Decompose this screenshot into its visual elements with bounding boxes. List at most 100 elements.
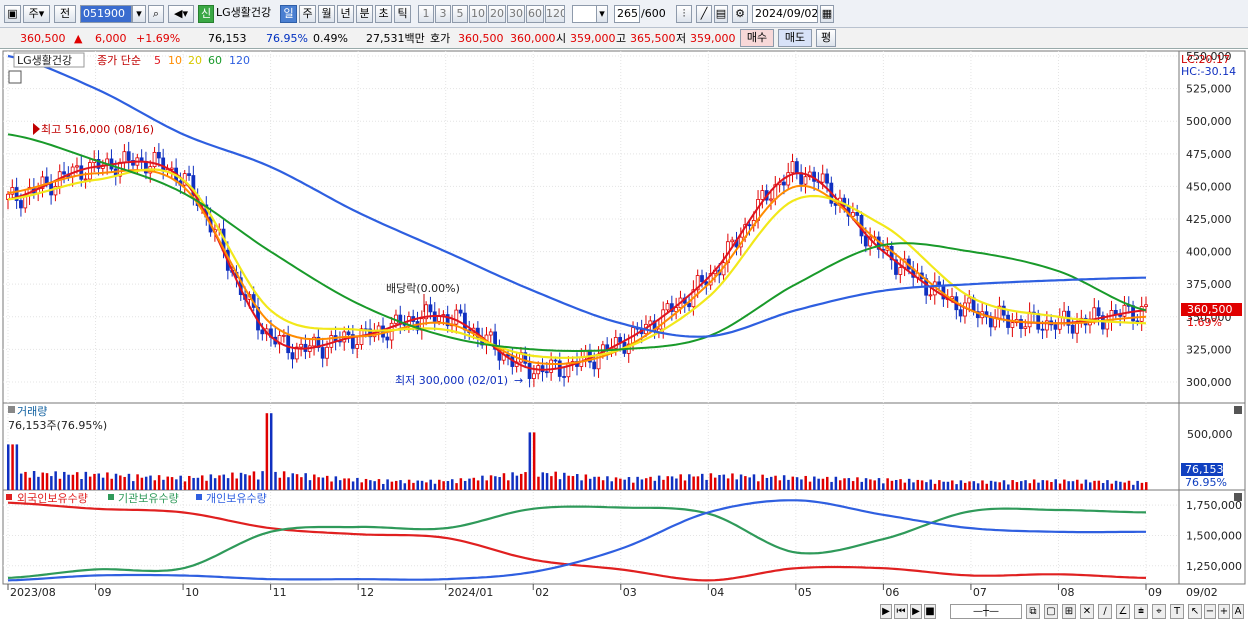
code-dropdown-icon[interactable]: ▾ — [132, 5, 146, 23]
sell-button[interactable]: 매도 — [778, 29, 812, 47]
volume-bar — [632, 482, 635, 490]
volume-bar — [313, 474, 316, 490]
interval-button[interactable]: 10 — [469, 5, 487, 23]
grid-icon[interactable]: ⊞ — [1062, 604, 1076, 619]
interval-button[interactable]: 30 — [507, 5, 525, 23]
line-icon[interactable]: ∕ — [1098, 604, 1112, 619]
new-badge: 신 — [198, 5, 214, 23]
period-button[interactable]: 초 — [375, 5, 392, 23]
volume-bar — [1045, 480, 1049, 490]
buy-button[interactable]: 매수 — [740, 29, 774, 47]
period-button[interactable]: 일 — [280, 5, 297, 23]
stock-code-input[interactable]: 051900 — [80, 5, 132, 23]
volume-bar — [834, 476, 838, 490]
volume-tag — [1181, 463, 1223, 476]
candle-body — [156, 151, 161, 159]
settings-icon[interactable]: ⚙ — [732, 5, 748, 23]
volume-bar — [938, 480, 941, 490]
volume-bar — [726, 478, 730, 490]
table-icon[interactable] — [8, 70, 22, 84]
volume-close-icon[interactable] — [1234, 406, 1242, 414]
interval-dropdown-icon[interactable]: ▾ — [596, 5, 608, 23]
period-button[interactable]: 분 — [356, 5, 373, 23]
line-tool-icon[interactable]: ╱ — [696, 5, 712, 23]
copy-icon[interactable]: ⧉ — [1026, 604, 1040, 619]
x-tick-label: 2024/01 — [448, 586, 494, 599]
layout-icon[interactable]: ▣ — [4, 5, 21, 23]
volume-bar — [1140, 482, 1144, 490]
volume-bar — [433, 483, 437, 490]
zoom-slider[interactable]: —┼— — [950, 604, 1022, 619]
volume-bar — [248, 475, 251, 490]
play-icon[interactable]: ▶ — [910, 604, 922, 619]
fib-icon[interactable]: ⩧ — [1134, 604, 1148, 619]
interval-button[interactable]: 1 — [418, 5, 434, 23]
type-select[interactable]: 주▾ — [23, 5, 50, 23]
angle-icon[interactable]: ∠ — [1116, 604, 1130, 619]
candle-body — [928, 294, 933, 297]
institution-legend[interactable]: 기관보유수량 — [118, 492, 179, 505]
volume-bar — [19, 473, 23, 490]
individual-legend[interactable]: 개인보유수량 — [206, 492, 267, 505]
volume-bar — [791, 476, 795, 490]
foreign-legend[interactable]: 외국인보유수량 — [17, 492, 88, 505]
ma10-legend[interactable]: 10 — [168, 54, 182, 67]
volume-bar — [54, 471, 57, 490]
eval-button[interactable]: 평 — [816, 29, 836, 47]
period-button[interactable]: 월 — [318, 5, 335, 23]
prev-button[interactable]: 전 — [54, 5, 76, 23]
candle-icon[interactable]: ⫶ — [676, 5, 692, 23]
candle-body — [790, 161, 795, 174]
candle-body — [62, 171, 66, 175]
volume-bar — [360, 482, 363, 490]
period-button[interactable]: 주 — [299, 5, 316, 23]
holdings-line-2 — [7, 499, 1146, 582]
x-tick-label: 06 — [885, 586, 899, 599]
date-input[interactable]: 2024/09/02 — [752, 5, 818, 23]
stop-icon[interactable]: ■ — [924, 604, 936, 619]
volume-bar — [132, 481, 135, 490]
candle-body — [665, 303, 670, 311]
speaker-icon[interactable]: ◀▾ — [168, 5, 194, 23]
interval-button[interactable]: 3 — [435, 5, 451, 23]
x-tick-label: 2023/08 — [10, 586, 56, 599]
volume-bar — [748, 477, 751, 490]
text-tool-icon[interactable]: T — [1170, 604, 1184, 619]
volume-bar — [179, 475, 182, 490]
interval-button[interactable]: 120 — [545, 5, 565, 23]
volume-bar — [1071, 481, 1075, 490]
holdings-close-icon[interactable] — [1234, 493, 1242, 501]
scroll-start-icon[interactable]: ⏮ — [894, 604, 908, 619]
search-icon[interactable]: ⌕ — [148, 5, 164, 23]
save-icon[interactable]: ▤ — [714, 5, 728, 23]
ma20-legend[interactable]: 20 — [188, 54, 202, 67]
font-icon[interactable]: A — [1232, 604, 1244, 619]
zoom-out-icon[interactable]: − — [1204, 604, 1216, 619]
interval-button[interactable]: 60 — [526, 5, 544, 23]
x-tick-label: 12 — [360, 586, 374, 599]
zoom-in-icon[interactable]: + — [1218, 604, 1230, 619]
interval-button[interactable]: 20 — [488, 5, 506, 23]
holdings-line-0 — [7, 501, 1147, 582]
volume-bar — [705, 479, 708, 490]
candle-body — [993, 317, 998, 328]
volume-bar — [1084, 479, 1088, 490]
ma5-legend[interactable]: 5 — [154, 54, 161, 67]
bar-count-input[interactable]: 265 — [614, 5, 640, 23]
calendar-icon[interactable]: ▦ — [820, 5, 834, 23]
ma120-legend[interactable]: 120 — [229, 54, 250, 67]
ma60-legend[interactable]: 60 — [208, 54, 222, 67]
candle-body — [523, 352, 528, 364]
period-button[interactable]: 틱 — [394, 5, 411, 23]
interval-button[interactable]: 5 — [452, 5, 468, 23]
period-button[interactable]: 년 — [337, 5, 354, 23]
max-price-note: 최고 516,000 (08/16) — [41, 123, 154, 136]
pin-icon[interactable]: ⌖ — [1152, 604, 1166, 619]
cursor-icon[interactable]: ↖ — [1188, 604, 1202, 619]
chart-area[interactable]: 300,000325,000350,000375,000400,000425,0… — [0, 50, 1248, 621]
window-icon[interactable]: ▢ — [1044, 604, 1058, 619]
candle-body — [963, 302, 967, 317]
cross-icon[interactable]: ✕ — [1080, 604, 1094, 619]
volume-bar — [683, 480, 687, 490]
scroll-right-icon[interactable]: ▶ — [880, 604, 892, 619]
